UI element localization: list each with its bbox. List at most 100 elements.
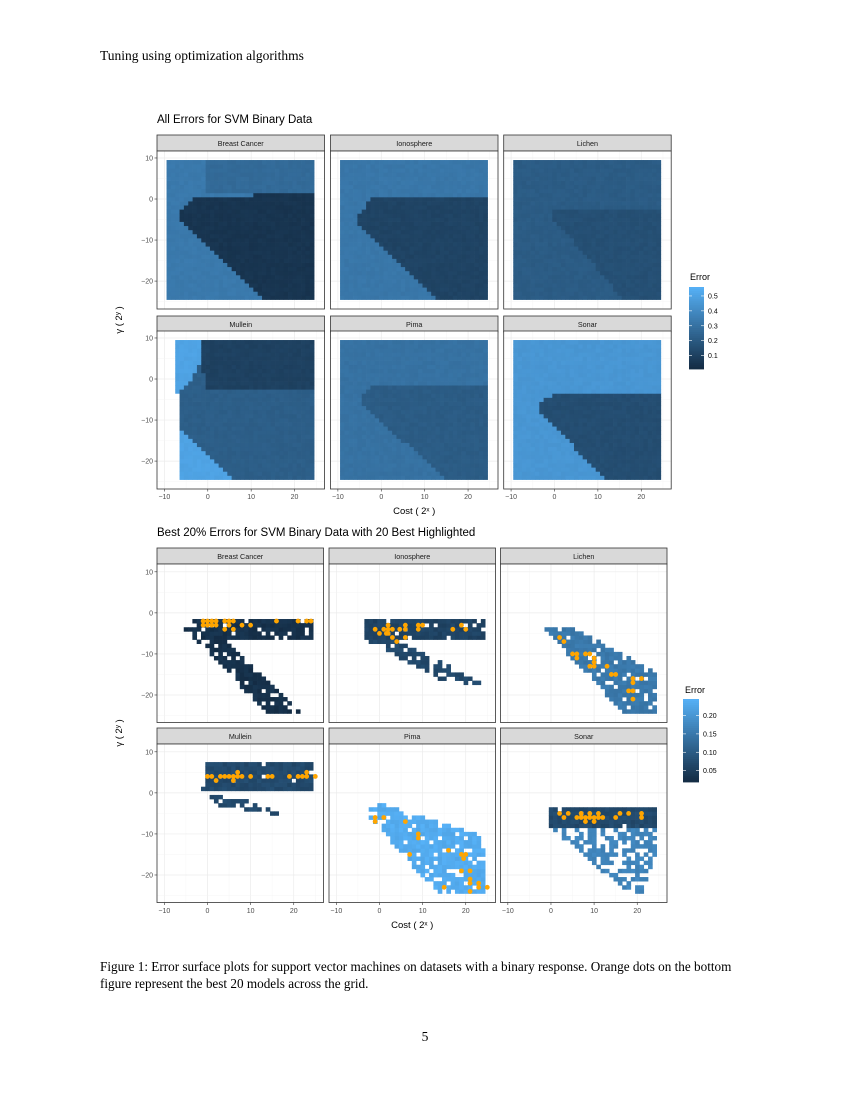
heat-cell (340, 279, 345, 284)
heat-cell (309, 348, 315, 353)
heat-cell (301, 217, 306, 222)
heat-cell (478, 254, 484, 259)
heat-cell (405, 274, 410, 280)
heat-cell (565, 168, 571, 173)
heat-cell (573, 160, 579, 165)
heat-cell (461, 283, 467, 288)
heat-cell (283, 196, 289, 202)
heat-cell (396, 295, 402, 300)
heat-cell (582, 209, 588, 214)
heat-cell (582, 238, 588, 243)
heat-cell (209, 450, 215, 456)
heat-cell (196, 201, 202, 206)
heat-cell (478, 279, 484, 284)
heat-cell (196, 196, 202, 202)
heat-cell (613, 217, 618, 222)
heat-cell (617, 164, 623, 169)
heat-cell (431, 184, 436, 190)
heat-cell (240, 172, 246, 177)
heat-cell (218, 164, 224, 169)
heat-cell (266, 381, 272, 386)
heat-cell (183, 393, 189, 398)
heat-cell (543, 283, 549, 288)
heat-cell (452, 270, 458, 276)
heat-cell (613, 262, 618, 268)
heat-cell (565, 287, 571, 292)
heat-cell (595, 266, 601, 272)
heat-cell (483, 180, 488, 186)
heat-cell (266, 459, 272, 464)
heat-cell (231, 287, 237, 292)
heat-cell (301, 254, 306, 259)
heat-cell (344, 459, 350, 464)
heat-cell (175, 266, 180, 272)
heat-cell (279, 274, 285, 280)
heat-cell (426, 246, 432, 251)
heat-cell (400, 217, 406, 222)
heat-cell (444, 184, 449, 190)
heat-cell (231, 422, 237, 427)
heat-cell (565, 283, 571, 288)
heat-cell (573, 205, 579, 210)
heat-cell (270, 291, 276, 296)
heat-cell (444, 196, 449, 202)
heat-cell (539, 201, 544, 206)
heat-cell (595, 172, 601, 177)
heat-cell (253, 229, 259, 235)
heat-cell (214, 352, 219, 357)
heat-cell (170, 291, 176, 296)
heat-cell (366, 344, 371, 349)
heat-cell (192, 385, 198, 390)
heat-cell (521, 262, 527, 268)
heat-cell (608, 254, 614, 259)
heat-cell (387, 196, 393, 202)
heat-cell (357, 385, 363, 390)
heat-cell (543, 213, 549, 218)
heat-cell (435, 283, 441, 288)
heat-cell (344, 381, 350, 386)
heat-cell (465, 217, 471, 222)
heat-cell (526, 287, 531, 292)
heat-cell (366, 258, 371, 263)
heat-cell (205, 279, 211, 284)
heat-cell (552, 205, 557, 210)
heat-cell (573, 254, 579, 259)
heat-cell (301, 270, 306, 276)
heat-cell (435, 279, 441, 284)
heat-cell (170, 283, 176, 288)
heat-cell (374, 364, 380, 370)
heat-cell (413, 262, 419, 268)
heat-cell (262, 201, 267, 206)
heat-cell (231, 184, 237, 190)
heat-cell (188, 352, 193, 357)
heat-cell (235, 385, 241, 390)
figure-bottom-title: Best 20% Errors for SVM Binary Data with… (157, 527, 476, 539)
heat-cell (582, 213, 588, 218)
heat-cell (379, 213, 384, 218)
heat-cell (227, 401, 232, 407)
heat-cell (465, 262, 471, 268)
heat-cell (639, 225, 644, 231)
heat-cell (405, 217, 410, 222)
heat-cell (218, 454, 224, 460)
heat-cell (275, 426, 280, 431)
heat-cell (257, 381, 263, 386)
heat-cell (170, 172, 176, 177)
heat-cell (656, 160, 662, 165)
heat-cell (222, 283, 228, 288)
heat-cell (166, 201, 172, 206)
heat-cell (366, 279, 371, 284)
heat-cell (405, 254, 410, 259)
heat-cell (296, 192, 302, 198)
heat-cell (366, 405, 371, 411)
heat-cell (448, 270, 454, 276)
heat-cell (621, 160, 627, 165)
heat-cell (305, 176, 311, 181)
heat-cell (634, 258, 640, 263)
heat-cell (266, 446, 272, 452)
heat-cell (573, 258, 579, 263)
heat-cell (626, 180, 631, 186)
heat-cell (262, 160, 267, 165)
heat-cell (214, 295, 219, 300)
heat-cell (422, 266, 428, 272)
